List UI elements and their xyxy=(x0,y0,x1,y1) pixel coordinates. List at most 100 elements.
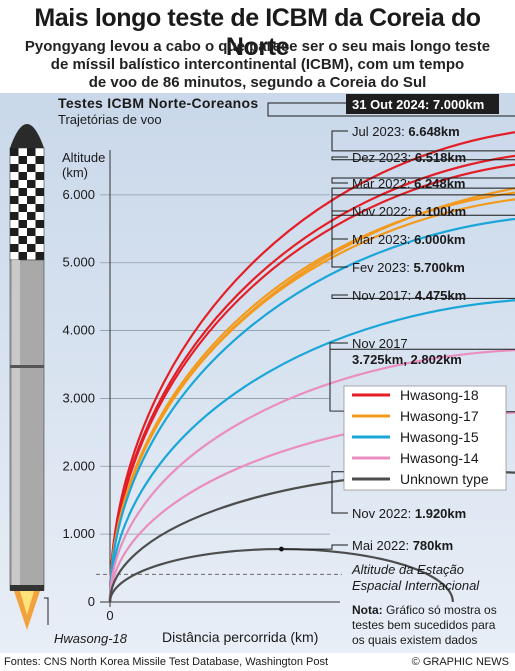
missile-checker-square xyxy=(10,212,19,220)
missile-leader xyxy=(44,597,49,625)
missile-checker-square xyxy=(27,212,36,220)
legend-entry: Hwasong-15 xyxy=(400,429,479,445)
missile-exhaust-core xyxy=(20,591,34,615)
missile-checker-square xyxy=(18,188,27,196)
test-value-label: 6.648km xyxy=(408,124,459,139)
test-value-label: 780km xyxy=(413,538,453,553)
y-tick-label: 0 xyxy=(88,594,95,609)
test-value-label: 1.920km xyxy=(415,506,466,521)
leader-line xyxy=(267,102,515,117)
note-text: Nota: Gráfico só mostra os xyxy=(352,603,497,617)
page-title: Mais longo teste de ICBM da Coreia do No… xyxy=(34,4,481,61)
y-tick-label: 3.000 xyxy=(62,390,95,405)
missile-stage-ring xyxy=(10,365,44,368)
test-label: Nov 2017: 4.475km xyxy=(352,288,466,303)
missile-checker-square xyxy=(27,244,36,252)
missile-checker-square xyxy=(18,172,27,180)
y-tick-label: 5.000 xyxy=(62,255,95,270)
missile-checker-square xyxy=(10,148,19,156)
trajectory-curve xyxy=(108,163,515,603)
missile-base-ring xyxy=(10,585,44,591)
missile-checker-square xyxy=(27,228,36,236)
trajectory-curve xyxy=(108,131,515,603)
leader-line xyxy=(331,294,515,299)
missile-checker-square xyxy=(27,164,36,172)
trajectory-curve xyxy=(108,191,515,603)
trajectory-curve xyxy=(108,154,515,603)
test-value-label: 6.000km xyxy=(414,232,465,247)
test-label: Nov 2022: 6.100km xyxy=(352,204,466,219)
trajectory-curve xyxy=(108,411,515,603)
missile-checker-square xyxy=(27,196,36,204)
legend-entry: Hwasong-17 xyxy=(400,408,479,424)
y-tick-label: 6.000 xyxy=(62,187,95,202)
test-value-label: 6.100km xyxy=(415,204,466,219)
y-tick-label: 1.000 xyxy=(62,526,95,541)
missile-checker-square xyxy=(10,244,19,252)
missile-checker-square xyxy=(10,180,19,188)
missile-checker-square xyxy=(18,204,27,212)
credit-text: © GRAPHIC NEWS xyxy=(411,656,509,668)
iss-label: Altitude da Estação xyxy=(351,562,464,577)
missile-checker-square xyxy=(35,252,44,260)
leader-line xyxy=(331,130,515,152)
sources-text: Fontes: CNS North Korea Missile Test Dat… xyxy=(4,656,329,668)
y-tick-label: 2.000 xyxy=(62,458,95,473)
test-label: Mar 2023: 6.000km xyxy=(352,232,465,247)
missile-checker-square xyxy=(10,164,19,172)
legend-entry: Unknown type xyxy=(400,471,489,487)
trajectory-curve xyxy=(108,349,515,603)
note-line: os quais existem dados xyxy=(352,633,477,647)
missile-checker-square xyxy=(18,252,27,260)
test-value-label: 5.700km xyxy=(413,260,464,275)
missile-checker-square xyxy=(10,196,19,204)
latest-test-label: 31 Out 2024: 7.000km xyxy=(352,97,484,112)
chart-subtitle: Trajetórias de voo xyxy=(58,112,162,127)
legend-entry: Hwasong-18 xyxy=(400,387,479,403)
iss-label: Espacial Internacional xyxy=(352,578,480,593)
test-date-label: Mai 2022: xyxy=(352,538,413,553)
leader-line xyxy=(329,342,515,413)
test-value-label: 3.725km, 2.802km xyxy=(352,352,462,367)
test-value-label: 6.518km xyxy=(415,150,466,165)
test-label: Fev 2023: 5.700km xyxy=(352,260,465,275)
missile-highlight xyxy=(12,260,20,590)
test-value-label: 4.475km xyxy=(415,288,466,303)
leader-line xyxy=(331,214,515,268)
page-subtitle: Pyongyang levou a cabo o que parece ser … xyxy=(0,38,515,92)
subtitle-line: de voo de 86 minutos, segundo a Coreia d… xyxy=(88,74,427,91)
test-date-label: Jul 2023: xyxy=(352,124,408,139)
highlight-box xyxy=(346,94,499,114)
chart-title: Testes ICBM Norte-Coreanos xyxy=(58,95,258,111)
missile-checker-square xyxy=(10,228,19,236)
leader-line xyxy=(331,156,515,161)
missile-checker-square xyxy=(18,156,27,164)
missile-checker-square xyxy=(35,156,44,164)
leader-line xyxy=(281,544,348,550)
leader-line xyxy=(331,177,515,184)
legend-entry: Hwasong-14 xyxy=(400,450,479,466)
test-label: Jul 2023: 6.648km xyxy=(352,124,460,139)
missile-checker-square xyxy=(27,148,36,156)
trajectory-curve xyxy=(108,299,515,603)
x-axis-label: Distância percorrida (km) xyxy=(162,629,318,645)
note-line: Gráfico só mostra os xyxy=(383,603,497,617)
test-date-label: Mar 2022: xyxy=(352,176,414,191)
test-label: Dez 2023: 6.518km xyxy=(352,150,466,165)
y-axis-label: (km) xyxy=(62,165,88,180)
missile-checker-square xyxy=(35,172,44,180)
note-bold: Nota: xyxy=(352,603,383,617)
chart-panel xyxy=(0,93,515,653)
note-line: testes bem sucedidos para xyxy=(352,618,496,632)
test-date-label: Dez 2023: xyxy=(352,150,415,165)
missile-checker-square xyxy=(18,220,27,228)
test-label: Nov 2022: 1.920km xyxy=(352,506,466,521)
missile-checker-square xyxy=(35,236,44,244)
test-date-label: Mar 2023: xyxy=(352,232,414,247)
subtitle-line: de míssil balístico intercontinental (IC… xyxy=(50,56,465,73)
test-label: Mar 2022: 6.248km xyxy=(352,176,465,191)
test-date-label: Fev 2023: xyxy=(352,260,413,275)
missile-nose xyxy=(10,124,44,148)
